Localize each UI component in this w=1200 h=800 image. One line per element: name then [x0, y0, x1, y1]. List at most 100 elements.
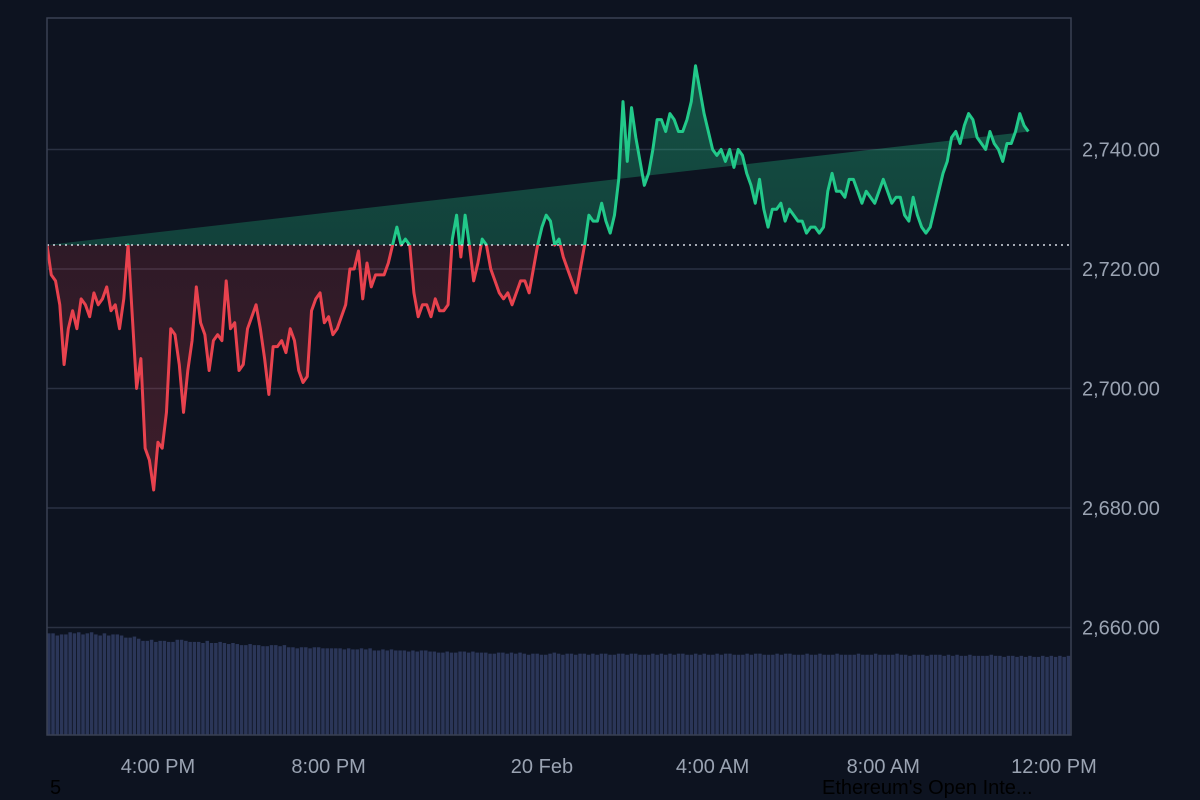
- volume-bar: [672, 654, 677, 735]
- volume-bar: [938, 654, 942, 735]
- volume-bar: [985, 655, 989, 735]
- volume-bar: [1041, 655, 1045, 735]
- volume-bar: [389, 649, 394, 735]
- volume-bar: [612, 654, 617, 735]
- volume-bar: [569, 653, 574, 735]
- volume-bar: [651, 653, 655, 735]
- volume-bar: [231, 642, 235, 735]
- volume-bar: [492, 653, 497, 735]
- volume-bar: [835, 653, 839, 735]
- volume-bar: [779, 654, 784, 735]
- volume-bar: [244, 645, 248, 735]
- volume-bar: [861, 654, 865, 735]
- volume-bar: [359, 648, 364, 735]
- volume-bar: [436, 652, 441, 735]
- volume-bar: [47, 633, 51, 735]
- volume-bar: [1053, 656, 1058, 735]
- volume-bar: [921, 654, 925, 735]
- volume-bar: [291, 647, 295, 735]
- volume-bar: [295, 648, 299, 735]
- volume-bar: [689, 654, 694, 735]
- volume-bar: [171, 641, 175, 735]
- volume-bar: [158, 640, 162, 735]
- volume-bar: [196, 641, 201, 735]
- volume-bar: [385, 650, 389, 735]
- volume-bar: [792, 654, 796, 735]
- volume-bar: [226, 644, 231, 735]
- volume-bar: [668, 653, 672, 735]
- volume-bar: [72, 633, 77, 735]
- volume-bar: [736, 654, 741, 735]
- volume-bar: [526, 654, 531, 735]
- volume-bar: [591, 653, 595, 735]
- volume-bar: [51, 633, 55, 735]
- volume-bar: [441, 652, 445, 735]
- y-tick-label: 2,700.00: [1082, 378, 1160, 400]
- volume-bar: [124, 637, 128, 735]
- volume-bar: [561, 654, 565, 735]
- y-tick-label: 2,740.00: [1082, 139, 1160, 161]
- volume-bar: [218, 641, 222, 735]
- plot-border: [46, 17, 1072, 736]
- volume-bar: [1019, 655, 1024, 735]
- volume-bar: [111, 634, 115, 735]
- volume-bar: [608, 654, 612, 735]
- volume-bar: [616, 653, 621, 735]
- volume-bar: [162, 640, 167, 735]
- volume-bar: [869, 654, 874, 735]
- volume-bar: [1066, 655, 1071, 735]
- volume-bar: [856, 653, 861, 735]
- volume-bar: [659, 653, 664, 735]
- volume-bar: [993, 655, 998, 735]
- volume-bar: [685, 654, 689, 735]
- volume-bar: [882, 654, 886, 735]
- volume-bar: [796, 654, 801, 735]
- volume-bar: [1036, 656, 1041, 735]
- volume-bar: [334, 648, 338, 735]
- volume-bar: [912, 654, 916, 735]
- volume-bar: [698, 654, 702, 735]
- volume-bar: [505, 653, 509, 735]
- volume-bar: [946, 654, 951, 735]
- volume-bar: [1015, 656, 1019, 735]
- volume-bar: [899, 654, 904, 735]
- volume-bar: [184, 640, 188, 735]
- volume-bar: [179, 639, 184, 735]
- price-area-above-baseline: [47, 65, 1029, 246]
- volume-bar: [514, 653, 518, 735]
- volume-bar: [424, 650, 428, 735]
- volume-bar: [128, 637, 132, 735]
- volume-bar: [548, 653, 552, 735]
- volume-bar: [706, 654, 711, 735]
- volume-bar: [908, 655, 912, 735]
- volume-bar: [329, 648, 334, 735]
- volume-bar: [732, 654, 737, 735]
- volume-bar: [316, 647, 321, 735]
- volume-bar: [728, 653, 732, 735]
- volume-bar: [321, 648, 325, 735]
- volume-bar: [338, 648, 342, 735]
- volume-bar: [252, 645, 257, 735]
- volume-bar: [1006, 655, 1011, 735]
- volume-bar: [411, 650, 415, 735]
- volume-bar: [886, 654, 891, 735]
- volume-bar: [325, 648, 329, 735]
- volume-bar: [599, 653, 604, 735]
- volume-bar: [663, 654, 668, 735]
- volume-bar: [552, 652, 557, 735]
- volume-bar: [852, 654, 856, 735]
- volume-bar: [544, 654, 548, 735]
- volume-bar: [355, 649, 359, 735]
- volume-bar: [646, 654, 651, 735]
- volume-bar: [154, 641, 158, 735]
- volume-bar: [55, 635, 60, 735]
- volume-bar: [265, 646, 269, 735]
- volume-bar: [269, 645, 274, 735]
- footer-counter: 5: [50, 777, 62, 799]
- volume-bar: [998, 655, 1002, 735]
- volume-bar: [235, 644, 240, 735]
- volume-bar: [959, 655, 964, 735]
- volume-bar: [655, 654, 659, 735]
- volume-bar: [458, 651, 462, 735]
- volume-bar: [625, 654, 629, 735]
